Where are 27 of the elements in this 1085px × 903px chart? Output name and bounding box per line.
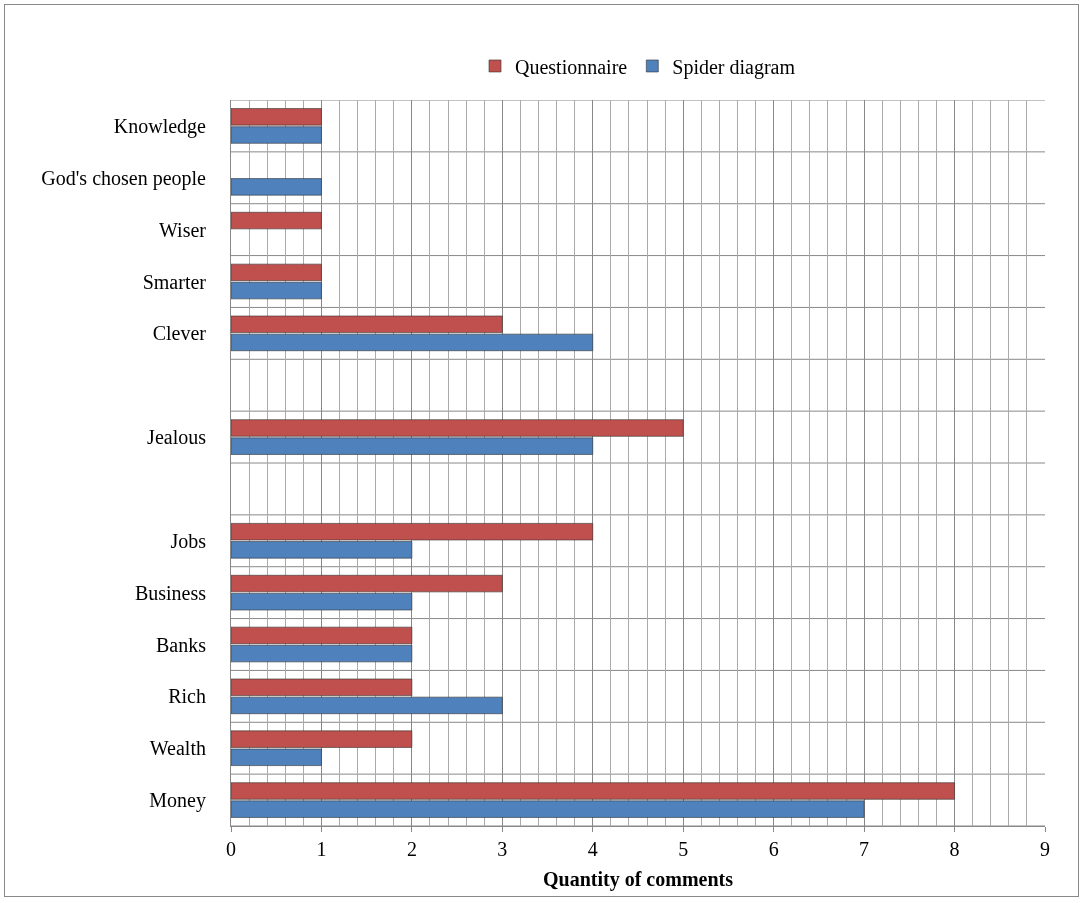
y-tick-label: Money: [149, 789, 206, 813]
x-tick-label: 0: [226, 838, 236, 860]
x-tick-label: 2: [406, 838, 417, 860]
x-tick-label: 5: [678, 838, 689, 860]
legend-label: Questionnaire: [515, 55, 628, 78]
bar: [231, 211, 322, 230]
y-tick-label: Wiser: [159, 218, 207, 241]
x-axis-title: Quantity of comments: [543, 867, 734, 891]
x-tick-label: 4: [587, 838, 598, 860]
y-tick-label: Jealous: [147, 426, 207, 449]
x-tick-label: 6: [768, 838, 779, 860]
y-tick-label: Rich: [168, 685, 206, 708]
y-tick-label: Jobs: [170, 529, 207, 552]
x-tick-label: 1: [316, 838, 327, 860]
x-tick-label: 7: [859, 838, 870, 860]
y-tick-label: Clever: [152, 322, 207, 345]
x-tick-label: 3: [497, 838, 508, 860]
y-tick-label: Smarter: [142, 270, 207, 293]
bar: [231, 178, 322, 196]
y-tick-label: Banks: [156, 633, 207, 656]
legend-label: Spider diagram: [672, 55, 796, 79]
y-tick-label: Wealth: [149, 737, 206, 760]
x-tick-label: 8: [949, 838, 960, 860]
y-tick-label: Business: [134, 581, 207, 604]
x-tick-label: 9: [1040, 838, 1050, 860]
y-tick-label: Knowledge: [113, 114, 207, 138]
y-tick-label: God's chosen people: [41, 166, 207, 190]
